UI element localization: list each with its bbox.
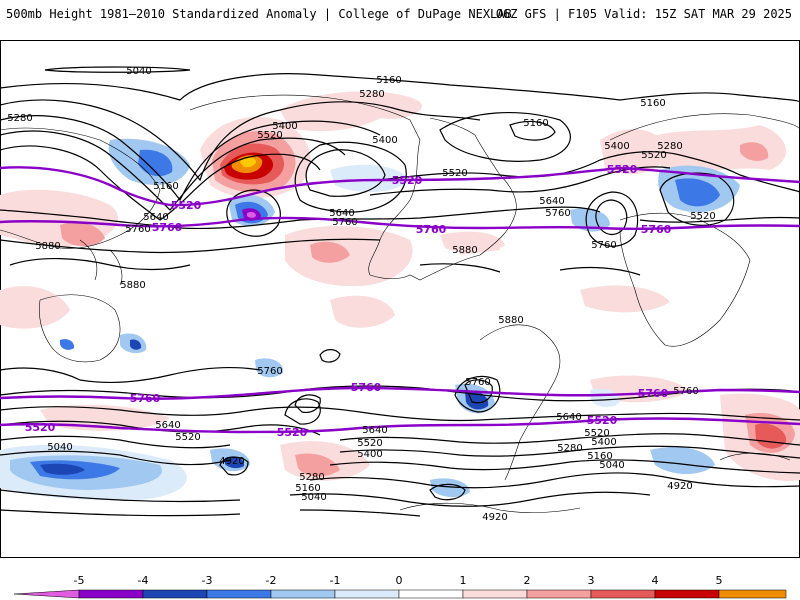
contour-label: 5520 [607, 163, 638, 176]
colorbar: -5 -4 -3 -2 -1 0 1 2 3 4 5 [13, 574, 787, 599]
contour-label: 5760 [257, 366, 282, 377]
contour-label: 5160 [153, 181, 178, 192]
contour-label: 5040 [599, 460, 624, 471]
colorbar-tick-label: -3 [202, 574, 213, 587]
header: 500mb Height 1981–2010 Standardized Anom… [0, 0, 800, 40]
contour-label: 5520 [690, 211, 715, 222]
reference-contour-labels: 5520 5760 5520 5760 5520 5760 5760 5520 … [25, 163, 672, 439]
contour-label: 5400 [357, 449, 382, 460]
colorbar-band [334, 589, 400, 599]
contour-label: 5760 [416, 223, 447, 236]
colorbar-band [13, 589, 80, 599]
contour-label: 5520 [357, 438, 382, 449]
colorbar-bands [13, 589, 787, 599]
contour-label: 5520 [584, 428, 609, 439]
map-title: 500mb Height 1981–2010 Standardized Anom… [6, 7, 512, 21]
contour-label: 5280 [299, 472, 324, 483]
contour-label: 5520 [587, 414, 618, 427]
contour-label: 4920 [667, 481, 692, 492]
contour-label: 5400 [372, 135, 397, 146]
contour-label: 5160 [640, 98, 665, 109]
contour-label: 5640 [539, 196, 564, 207]
contour-label: 5040 [47, 442, 72, 453]
contour-label: 5520 [175, 432, 200, 443]
contour-label: 5520 [25, 421, 56, 434]
contour-label: 5280 [359, 89, 384, 100]
contour-label: 5160 [376, 75, 401, 86]
contour-label: 5880 [452, 245, 477, 256]
contour-label: 5520 [277, 426, 308, 439]
colorbar-band [206, 589, 272, 599]
contour-label: 5640 [143, 212, 168, 223]
colorbar-band [718, 589, 787, 599]
anomaly-map: 5040 5160 5280 5400 5520 5160 5400 5280 … [0, 40, 800, 558]
contour-label: 5160 [523, 118, 548, 129]
contour-label: 5520 [442, 168, 467, 179]
contour-label: 5640 [362, 425, 387, 436]
colorbar-band [270, 589, 336, 599]
contour-label: 5400 [591, 437, 616, 448]
colorbar-tick-label: -2 [266, 574, 277, 587]
colorbar-band [398, 589, 464, 599]
colorbar-tick-label: -5 [74, 574, 85, 587]
contour-label: 5520 [641, 150, 666, 161]
contour-label: 5760 [130, 392, 161, 405]
contour-label: 5760 [638, 387, 669, 400]
contour-label: 5760 [545, 208, 570, 219]
colorbar-tick-label: 0 [396, 574, 403, 587]
colorbar-tick-label: -1 [330, 574, 341, 587]
reference-contours [0, 166, 800, 434]
contour-label: 5760 [125, 224, 150, 235]
colorbar-band [462, 589, 528, 599]
colorbar-ticks: -5 -4 -3 -2 -1 0 1 2 3 4 5 [74, 574, 723, 587]
contour-label: 5400 [272, 121, 297, 132]
contour-label: 5880 [35, 241, 60, 252]
contour-label: 5520 [257, 130, 282, 141]
contour-label: 4920 [219, 456, 244, 467]
colorbar-tick-label: 3 [588, 574, 595, 587]
colorbar-tick-label: -4 [138, 574, 149, 587]
contour-label: 5760 [673, 386, 698, 397]
colorbar-band [526, 589, 592, 599]
contour-label: 5040 [301, 492, 326, 503]
contour-label: 5760 [351, 381, 382, 394]
contour-label: 5760 [152, 221, 183, 234]
contour-label: 5160 [587, 451, 612, 462]
contour-label: 5040 [126, 66, 151, 77]
contour-label: 5760 [641, 223, 672, 236]
colorbar-tick-label: 4 [652, 574, 659, 587]
contour-label: 5280 [557, 443, 582, 454]
contour-label: 5760 [332, 217, 357, 228]
colorbar-band [142, 589, 208, 599]
colorbar-tick-label: 2 [524, 574, 531, 587]
colorbar-band [590, 589, 656, 599]
contour-label: 5880 [120, 280, 145, 291]
contour-label: 5280 [7, 113, 32, 124]
contour-label: 5520 [392, 174, 423, 187]
contour-label: 5760 [465, 377, 490, 388]
model-run-info: 06Z GFS | F105 Valid: 15Z SAT MAR 29 202… [495, 7, 792, 21]
contour-label: 5760 [591, 240, 616, 251]
contour-label: 4920 [482, 512, 507, 523]
contour-label: 5640 [556, 412, 581, 423]
colorbar-tick-label: 1 [460, 574, 467, 587]
contour-label: 5280 [657, 141, 682, 152]
contour-label: 5880 [498, 315, 523, 326]
contour-label: 5160 [295, 483, 320, 494]
contour-label: 5640 [155, 420, 180, 431]
contour-label: 5520 [171, 199, 202, 212]
contour-label: 5640 [329, 208, 354, 219]
colorbar-band [654, 589, 720, 599]
colorbar-band [78, 589, 144, 599]
colorbar-tick-label: 5 [716, 574, 723, 587]
height-contour-labels: 5040 5160 5280 5400 5520 5160 5400 5280 … [7, 66, 715, 523]
contour-label: 5400 [604, 141, 629, 152]
